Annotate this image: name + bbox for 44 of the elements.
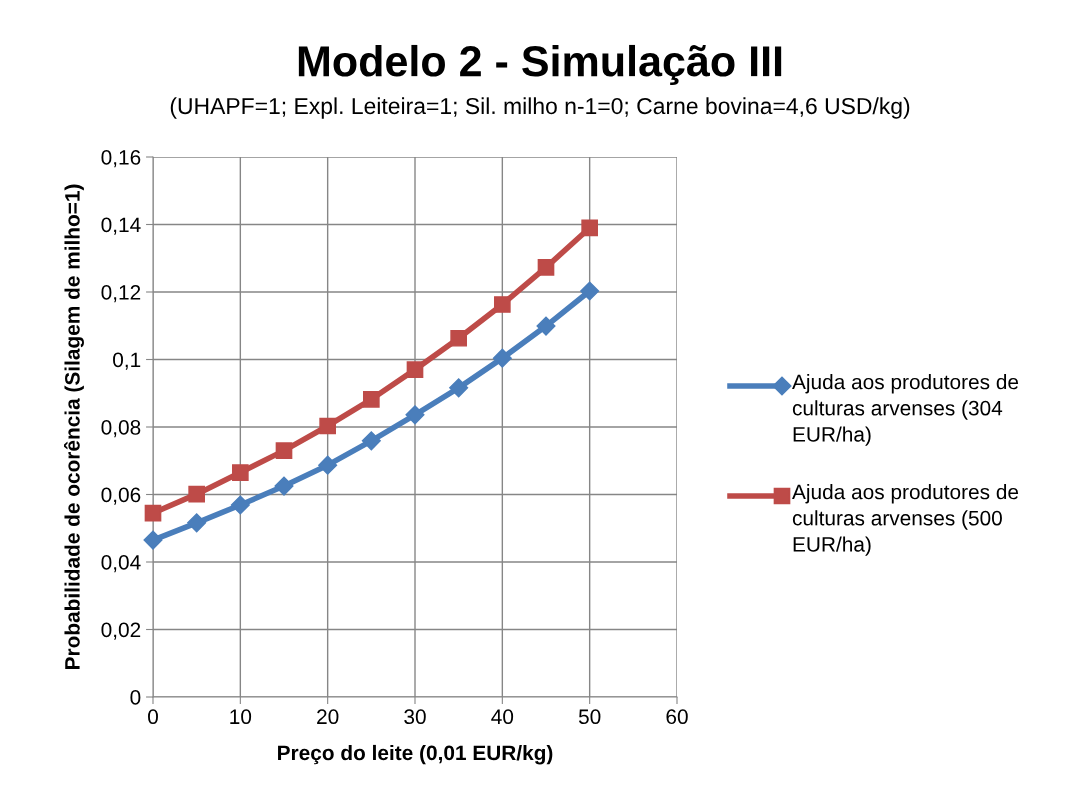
- point: [274, 476, 294, 496]
- x-tick-label: 20: [317, 709, 339, 725]
- x-tick-label: 0: [148, 709, 158, 725]
- x-tick-label: 10: [230, 709, 252, 725]
- point: [230, 495, 250, 515]
- y-tick-label: 0,12: [101, 285, 141, 303]
- point: [580, 281, 600, 301]
- x-tick-label: 30: [404, 709, 426, 725]
- y-tick-label: 0,04: [101, 555, 141, 573]
- x-axis-title: Preço do leite (0,01 EUR/kg): [278, 744, 553, 765]
- y-axis-title: Probabilidade de ocorência (Silagem de milho=1): [64, 184, 84, 669]
- x-tick-label: 40: [491, 709, 514, 725]
- x-tick-label: 60: [666, 709, 688, 725]
- point: [406, 361, 424, 378]
- point: [536, 316, 556, 336]
- point: [492, 348, 512, 368]
- point: [319, 417, 337, 435]
- point: [581, 219, 599, 237]
- point: [405, 405, 425, 425]
- y-tick-label: 0,1: [113, 352, 141, 370]
- point: [143, 530, 163, 550]
- point: [144, 504, 162, 522]
- point: [187, 513, 207, 533]
- point: [275, 442, 293, 459]
- chart-title: Modelo 2 - Simulação III: [298, 44, 782, 86]
- y-tick-label: 0,02: [101, 622, 141, 640]
- point: [362, 390, 380, 408]
- y-tick-label: 0: [130, 690, 141, 705]
- point: [537, 259, 555, 276]
- y-tick-label: 0,08: [101, 420, 141, 438]
- y-tick-label: 0,14: [101, 217, 141, 235]
- y-tick-label: 0,06: [101, 487, 141, 505]
- point: [361, 431, 381, 451]
- point: [188, 485, 206, 503]
- x-tick-label: 50: [578, 709, 601, 725]
- point: [318, 455, 338, 475]
- legend-label: Ajuda aos produtores de culturas arvenses (500 EUR/ha): [792, 484, 1019, 556]
- point: [493, 296, 511, 313]
- y-tick-label: 0,16: [101, 150, 141, 168]
- chart-subtitle: (UHAPF=1; Expl. Leiteira=1; Sil. milho n-1=0; Carne bovina=4,6 USD/kg): [170, 97, 910, 119]
- legend-label: Ajuda aos produtores de culturas arvenses (304 EUR/ha): [792, 374, 1019, 446]
- point: [449, 378, 469, 398]
- point: [231, 464, 249, 481]
- point: [450, 329, 468, 347]
